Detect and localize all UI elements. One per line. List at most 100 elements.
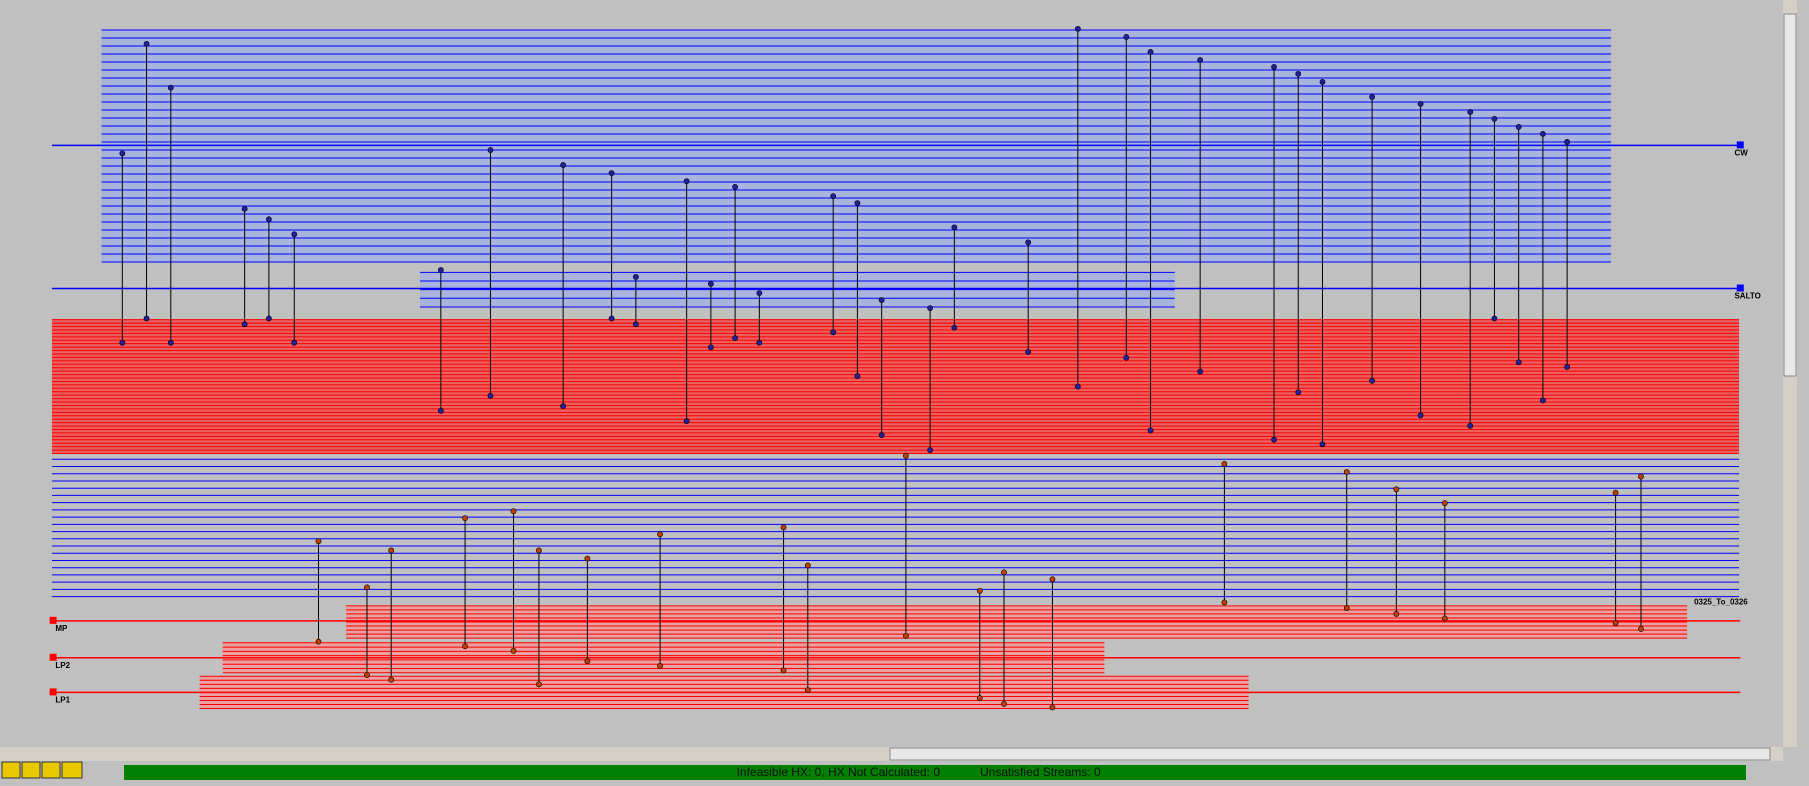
exchanger-node [976,587,983,594]
exchanger-node [1295,389,1302,396]
exchanger-node [315,538,322,545]
exchanger-node [608,315,615,322]
exchanger-node [707,344,714,351]
exchanger-node [657,531,663,538]
exchanger-node [1564,364,1571,370]
exchanger-node [756,290,763,297]
exchanger-node [1221,599,1228,606]
utility-node [49,653,57,661]
exchanger-node [265,216,272,223]
utility-label: LP2 [55,661,70,670]
stream-label: 0325_To_0326 [1694,597,1748,606]
exchanger-node [1123,354,1130,361]
fit-width-button[interactable] [41,761,61,779]
exchanger-node [510,508,517,515]
exchanger-node [265,315,272,322]
exchanger-node [683,178,690,185]
exchanger-node [437,267,444,273]
exchanger-node [780,524,787,531]
exchanger-node [1197,57,1204,63]
exchanger-node [536,547,542,554]
exchanger-node [902,632,909,639]
exchanger-node [804,687,811,693]
exchanger-node [1612,620,1619,627]
exchanger-node [683,418,690,425]
exchanger-node [1074,25,1081,32]
exchanger-node [315,638,322,645]
exchanger-node [1467,109,1474,115]
zoom-out-button[interactable] [21,761,41,779]
exchanger-node [780,667,787,674]
exchanger-node [241,205,248,212]
exchanger-node [1393,486,1400,493]
exchanger-node [462,643,468,650]
exchanger-node [1343,605,1350,612]
zoom-in-button[interactable] [1,761,21,779]
exchanger-node [830,329,837,336]
exchanger-node [804,562,811,569]
exchanger-node [854,200,861,207]
exchanger-node [854,373,861,380]
exchanger-node [732,184,738,190]
v-scroll-thumb[interactable] [1783,13,1797,377]
exchanger-node [927,305,934,312]
exchanger-node [1271,64,1277,70]
utility-node [1736,284,1744,292]
exchanger-node [902,452,909,459]
utility-label: SALTO [1734,292,1760,301]
exchanger-node [388,676,395,683]
exchanger-node [1295,70,1302,77]
exchanger-node [1147,49,1154,55]
exchanger-node [584,658,591,665]
exchanger-node [632,274,639,280]
exchanger-node [388,547,395,554]
exchanger-node [510,647,517,654]
h-scroll-thumb[interactable] [889,747,1771,761]
toolbar [1,761,83,779]
exchanger-node [976,695,983,702]
exchanger-node [143,40,150,47]
exchanger-node [119,150,126,157]
exchanger-node [1441,615,1448,622]
exchanger-node [1319,79,1326,85]
exchanger-node [536,681,542,688]
exchanger-node [241,321,248,328]
status-bar [124,765,1746,780]
exchanger-node [1074,383,1081,390]
exchanger-node [1441,500,1448,507]
exchanger-node [1539,130,1546,137]
exchanger-node [167,339,174,346]
hx-status: Infeasible HX: 0, HX Not Calculated: 0 [737,765,941,779]
exchanger-node [951,224,958,231]
exchanger-node [1369,377,1376,384]
exchanger-node [291,231,298,238]
utility-label: LP1 [55,696,70,705]
utility-label: MP [55,624,68,633]
exchanger-node [560,162,567,168]
exchanger-node [364,672,370,678]
exchanger-node [608,170,615,176]
exchanger-node [487,147,494,153]
exchanger-node [143,315,150,322]
exchanger-node [1025,239,1032,246]
exchanger-node [364,584,370,591]
exchanger-node [1049,704,1056,711]
exchanger-node [1025,349,1032,355]
exchanger-node [462,515,468,522]
exchanger-node [1638,626,1644,632]
exchanger-node [1393,611,1400,617]
exchanger-node [732,335,738,342]
exchanger-node [584,555,591,562]
exchanger-node [756,339,763,346]
exchanger-node [1417,100,1424,107]
exchanger-node [1515,359,1522,366]
exchanger-node [1319,441,1326,448]
exchanger-node [1343,469,1350,475]
utility-node [1736,141,1744,149]
exchanger-node [632,321,639,328]
fit-all-button[interactable] [61,761,83,779]
hot-stream-area [51,319,1740,454]
exchanger-node [1147,427,1154,434]
